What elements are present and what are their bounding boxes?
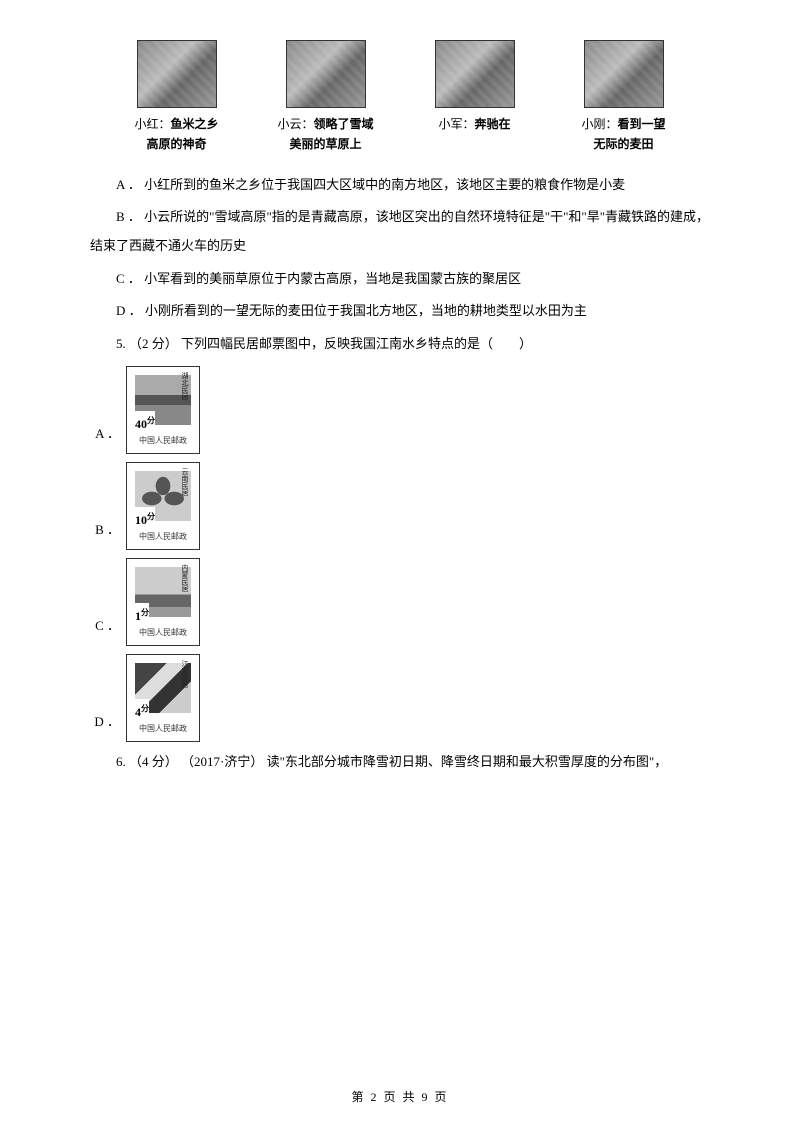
photo-caption-1: 小红：鱼米之乡 高原的神奇 (134, 114, 218, 155)
photo-term-2: 领略了雪域 (314, 117, 374, 131)
stamp-issuer-d: 中国人民邮政 (127, 720, 199, 738)
stamp-letter-d: D ． (90, 708, 120, 743)
page-footer: 第 2 页 共 9 页 (0, 1084, 800, 1110)
photo-term-1: 鱼米之乡 (171, 117, 219, 131)
option-c: C ． 小军看到的美丽草原位于内蒙古高原，当地是我国蒙古族的聚居区 (90, 265, 710, 294)
photo-img-4 (584, 40, 664, 108)
photo-img-3 (435, 40, 515, 108)
photo-line2-3 (475, 137, 487, 151)
photo-caption-3: 小军：奔驰在 (438, 114, 510, 155)
photo-label-2: 小云： (277, 117, 313, 131)
option-d: D ． 小刚所看到的一望无际的麦田位于我国北方地区，当地的耕地类型以水田为主 (90, 297, 710, 326)
stamp-region-c: 内蒙民居 (177, 564, 192, 592)
photo-term-3: 奔驰在 (475, 117, 511, 131)
photo-row: 小红：鱼米之乡 高原的神奇 小云：领略了雪域 美丽的草原上 小军：奔驰在 小刚：… (108, 40, 692, 155)
photo-item-2: 小云：领略了雪域 美丽的草原上 (257, 40, 394, 155)
stamp-a: 湖北民居 40分 中国人民邮政 (126, 366, 200, 454)
stamp-row-b: B ． 云南民居 10分 中国人民邮政 (90, 462, 710, 550)
photo-item-3: 小军：奔驰在 (406, 40, 543, 155)
q5-stem: 5. （2 分） 下列四幅民居邮票图中，反映我国江南水乡特点的是（ ） (90, 330, 710, 359)
stamp-letter-c: C ． (90, 612, 120, 647)
stamp-region-b: 云南民居 (177, 468, 192, 496)
stamp-d: 江苏民居 4分 中国人民邮政 (126, 654, 200, 742)
photo-term-4: 看到一望 (618, 117, 666, 131)
photo-img-2 (286, 40, 366, 108)
stamp-letter-b: B ． (90, 516, 120, 551)
stamp-region-d: 江苏民居 (177, 660, 192, 688)
photo-item-4: 小刚：看到一望 无际的麦田 (555, 40, 692, 155)
stamp-row-c: C ． 内蒙民居 1分 中国人民邮政 (90, 558, 710, 646)
stamp-issuer-a: 中国人民邮政 (127, 432, 199, 450)
stamp-row-a: A ． 湖北民居 40分 中国人民邮政 (90, 366, 710, 454)
photo-line2-2: 美丽的草原上 (289, 137, 361, 151)
stamp-letter-a: A ． (90, 420, 120, 455)
stamp-issuer-b: 中国人民邮政 (127, 528, 199, 546)
stamp-c: 内蒙民居 1分 中国人民邮政 (126, 558, 200, 646)
photo-label-1: 小红： (134, 117, 170, 131)
photo-img-1 (137, 40, 217, 108)
photo-label-3: 小军： (438, 117, 474, 131)
option-a: A ． 小红所到的鱼米之乡位于我国四大区域中的南方地区，该地区主要的粮食作物是小… (90, 171, 710, 200)
stamp-row-d: D ． 江苏民居 4分 中国人民邮政 (90, 654, 710, 742)
photo-line2-4: 无际的麦田 (593, 137, 653, 151)
photo-label-4: 小刚： (581, 117, 617, 131)
photo-caption-4: 小刚：看到一望 无际的麦田 (581, 114, 665, 155)
stamp-region-a: 湖北民居 (177, 372, 192, 400)
q6-stem: 6. （4 分） （2017·济宁） 读"东北部分城市降雪初日期、降雪终日期和最… (90, 748, 710, 777)
option-b: B ． 小云所说的"雪域高原"指的是青藏高原，该地区突出的自然环境特征是"干"和… (90, 203, 710, 260)
stamp-issuer-c: 中国人民邮政 (127, 624, 199, 642)
photo-item-1: 小红：鱼米之乡 高原的神奇 (108, 40, 245, 155)
photo-caption-2: 小云：领略了雪域 美丽的草原上 (277, 114, 373, 155)
stamp-b: 云南民居 10分 中国人民邮政 (126, 462, 200, 550)
photo-line2-1: 高原的神奇 (146, 137, 206, 151)
